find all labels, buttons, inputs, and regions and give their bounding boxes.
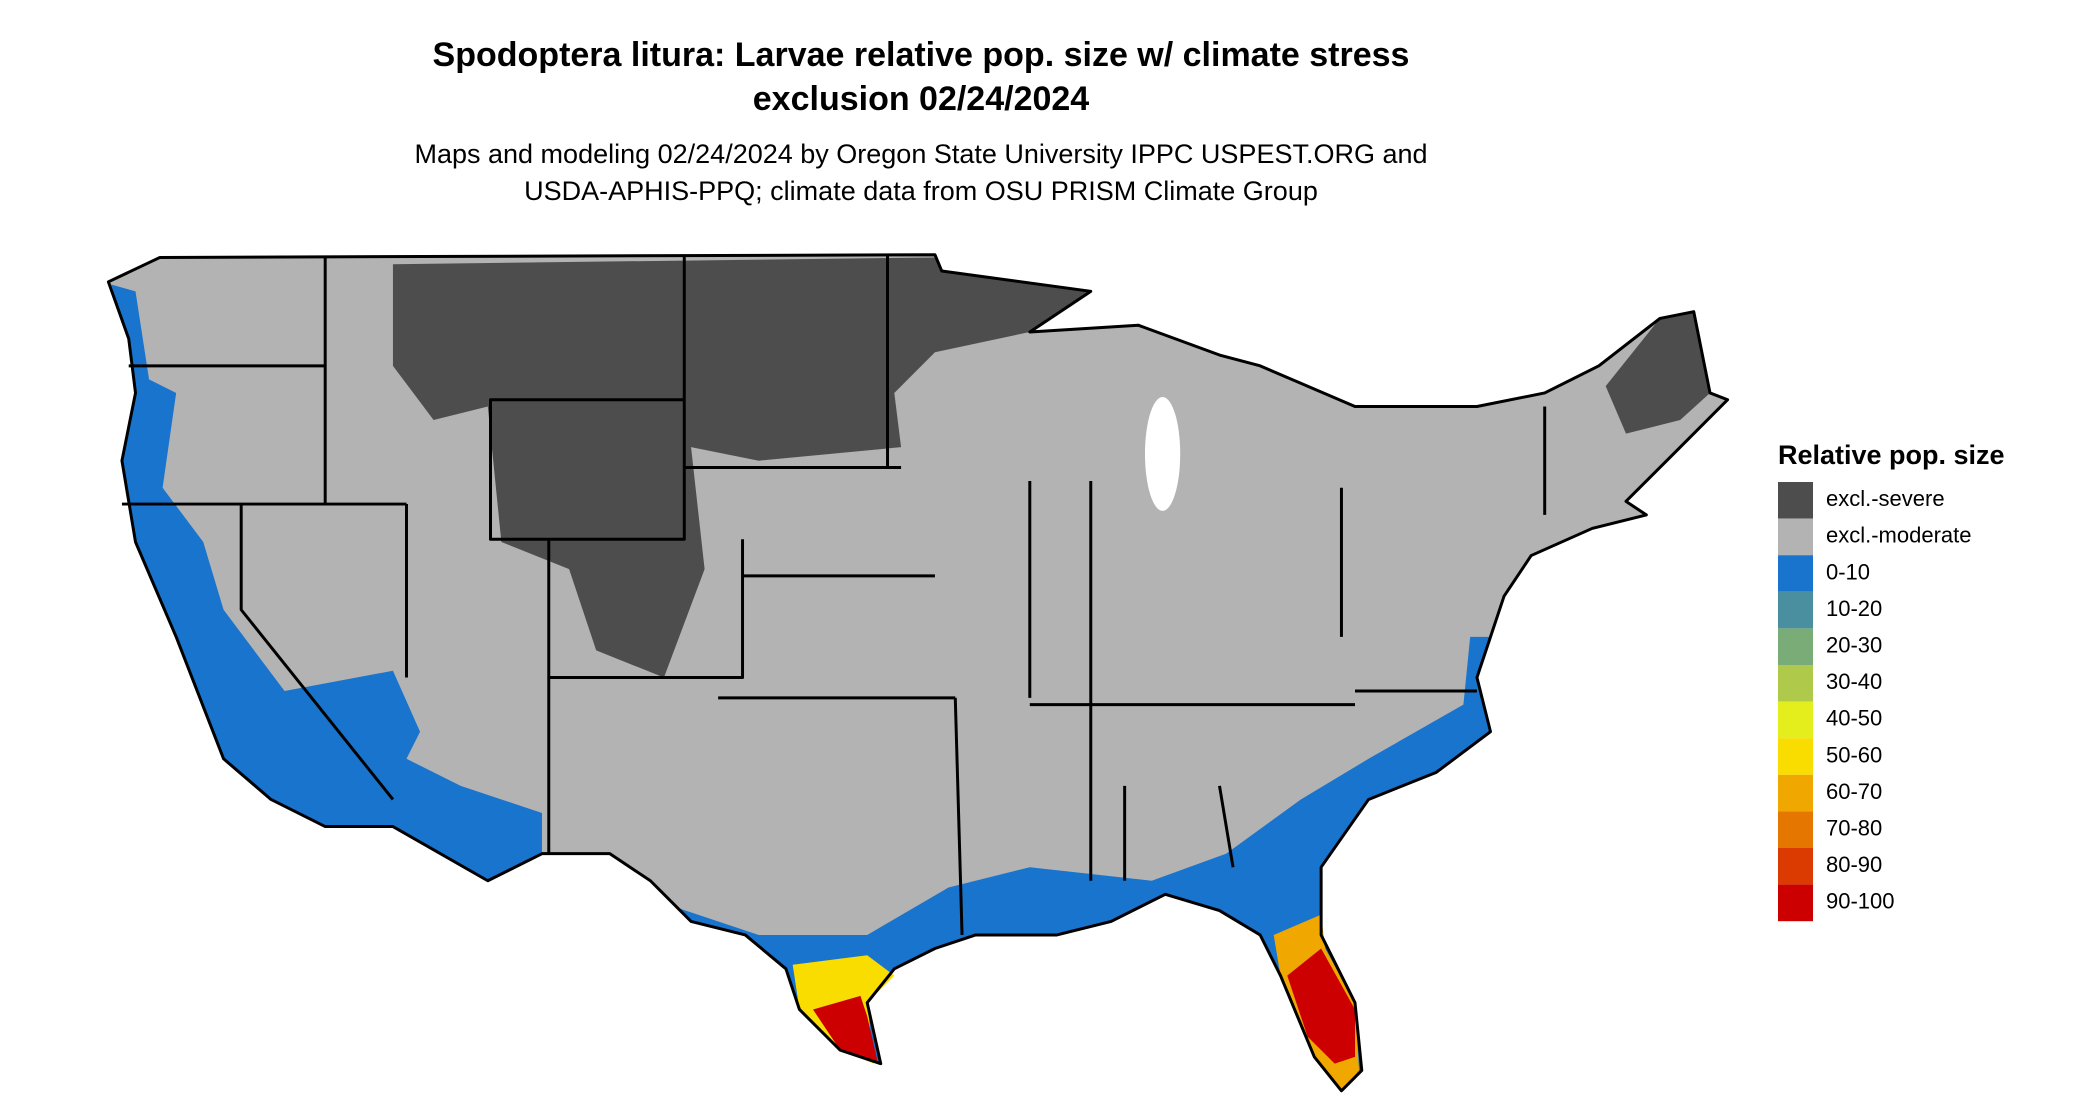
legend-label: excl.-moderate [1826, 523, 1972, 548]
legend-swatch [1778, 774, 1813, 812]
severe-region [1605, 311, 1711, 434]
us-map [106, 253, 1730, 1093]
subtitle-line: USDA-APHIS-PPQ; climate data from OSU PR… [524, 176, 1318, 206]
legend-swatch [1778, 701, 1813, 739]
legend-swatch [1778, 518, 1813, 556]
legend-swatch [1778, 848, 1813, 885]
legend-label: 50-60 [1826, 742, 1882, 767]
legend-swatch [1778, 628, 1813, 665]
legend-label: 0-10 [1826, 559, 1870, 584]
land [108, 254, 1728, 1091]
subtitle-line: Maps and modeling 02/24/2024 by Oregon S… [414, 139, 1427, 169]
legend-swatch [1778, 482, 1813, 519]
legend-label: 80-90 [1826, 852, 1882, 877]
legend-label: 10-20 [1826, 596, 1882, 621]
legend-title: Relative pop. size [1778, 440, 2005, 470]
range-0-10 [111, 284, 543, 881]
legend-swatch [1778, 591, 1813, 629]
title-line: exclusion 02/24/2024 [753, 80, 1090, 118]
title-line: Spodoptera litura: Larvae relative pop. … [433, 36, 1410, 74]
legend: excl.-severe excl.-moderate 0-10 10-20 20-30… [1778, 482, 1972, 922]
outline [106, 253, 1730, 1093]
severe-region [392, 257, 1091, 678]
legend-label: 60-70 [1826, 779, 1882, 804]
legend-label: 40-50 [1826, 706, 1882, 731]
range-hot [1287, 948, 1355, 1064]
state-border [121, 254, 1547, 935]
legend-label: 30-40 [1826, 669, 1882, 694]
legend-swatch [1778, 884, 1813, 922]
legend-swatch [1778, 738, 1813, 775]
legend-label: 70-80 [1826, 816, 1882, 841]
legend-label: excl.-severe [1826, 486, 1945, 511]
range-hot [813, 995, 879, 1064]
lake [1144, 397, 1181, 511]
legend-swatch [1778, 555, 1813, 592]
legend-swatch [1778, 811, 1813, 848]
legend-label: 20-30 [1826, 633, 1882, 658]
legend-label: 90-100 [1826, 889, 1895, 914]
legend-swatch [1778, 665, 1813, 702]
